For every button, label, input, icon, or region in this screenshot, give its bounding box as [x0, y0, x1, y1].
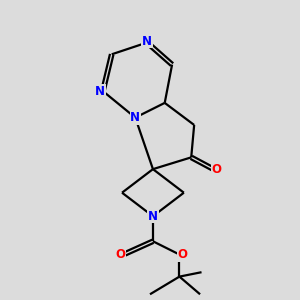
Text: O: O: [116, 248, 126, 261]
Text: O: O: [177, 248, 188, 261]
Text: N: N: [148, 210, 158, 223]
Text: N: N: [130, 111, 140, 124]
Text: O: O: [211, 163, 221, 176]
Text: N: N: [95, 85, 105, 98]
Text: N: N: [142, 34, 152, 48]
